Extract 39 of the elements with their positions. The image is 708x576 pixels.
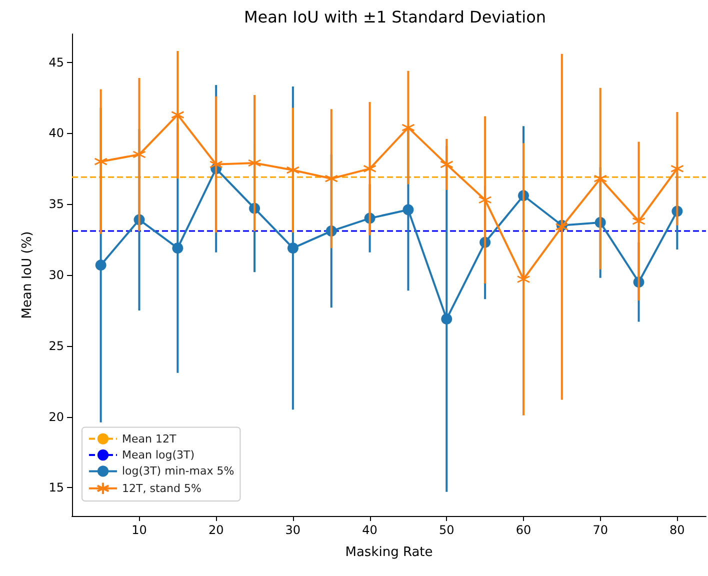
point — [402, 204, 414, 216]
point — [441, 313, 452, 324]
point — [172, 242, 184, 254]
legend-label: log(3T) min-max 5% — [122, 464, 234, 478]
x-tick-label: 40 — [362, 523, 378, 537]
y-axis-title: Mean IoU (%) — [20, 231, 35, 319]
legend-label: 12T, stand 5% — [122, 482, 202, 495]
y-tick-label: 45 — [48, 55, 64, 70]
point — [363, 162, 377, 176]
point — [95, 260, 106, 271]
point — [209, 158, 223, 172]
y-tick-label: 15 — [48, 480, 64, 495]
x-axis-title: Masking Rate — [345, 545, 433, 560]
legend-label: Mean log(3T) — [122, 448, 195, 462]
point — [594, 172, 608, 186]
y-tick-label: 40 — [48, 126, 64, 140]
point — [440, 158, 454, 172]
x-tick-label: 60 — [516, 523, 532, 537]
x-tick-label: 20 — [208, 523, 224, 537]
x-tick-label: 10 — [132, 523, 147, 537]
point — [287, 242, 298, 254]
point — [401, 120, 415, 134]
x-tick-label: 30 — [285, 523, 301, 537]
legend-label: Mean 12T — [122, 432, 176, 446]
point — [670, 162, 684, 176]
chart-title: Mean IoU with ±1 Standard Deviation — [244, 8, 546, 26]
point — [170, 108, 184, 122]
y-tick-label: 25 — [48, 338, 64, 353]
y-tick-label: 35 — [48, 197, 64, 212]
point — [555, 220, 569, 234]
point — [478, 193, 492, 207]
point — [94, 154, 108, 168]
y-tick-label: 30 — [48, 268, 64, 282]
point — [286, 163, 300, 177]
x-tick-label: 70 — [592, 523, 608, 537]
point — [324, 172, 338, 186]
x-tick-label: 80 — [670, 523, 685, 537]
x-tick-label: 50 — [438, 523, 454, 537]
y-tick-label: 20 — [48, 410, 64, 424]
